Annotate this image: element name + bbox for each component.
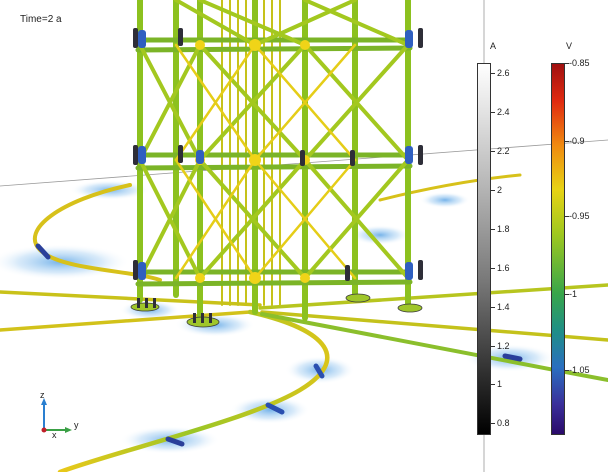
colorbar-tick-label: -1.05 (569, 365, 590, 375)
colorbar-tick-label: 1.8 (497, 224, 510, 234)
colorbar-tick-label: 1.6 (497, 263, 510, 273)
colorbar-tickmark (491, 151, 495, 152)
axis-y-label: y (74, 420, 79, 430)
cables (0, 173, 608, 472)
axis-z-label: z (40, 390, 45, 400)
colorbar-tickmark (491, 384, 495, 385)
colorbar-tickmark (565, 63, 569, 64)
colorbar-tickmark (565, 141, 569, 142)
colorbar-tick-label: 1 (497, 379, 503, 389)
legend-v-title: V (566, 41, 573, 51)
colorbar-tickmark (565, 370, 569, 371)
colorbar-tickmark (491, 73, 495, 74)
colorbar-tickmark (491, 423, 495, 424)
colorbar-tick-label: -0.85 (569, 58, 590, 68)
colorbar-tick-label: -0.9 (569, 136, 585, 146)
colorbar-tickmark (565, 294, 569, 295)
time-label: Time=2 a (20, 14, 62, 25)
colorbar-tick-label: 1.4 (497, 302, 510, 312)
colorbar-tick-label: 2 (497, 185, 503, 195)
colorbar-tick-label: 2.4 (497, 107, 510, 117)
legend-a-title: A (490, 41, 497, 51)
colorbar-tick-label: 2.6 (497, 68, 510, 78)
axis-x-label: x (52, 430, 57, 440)
colorbar-v (551, 63, 565, 435)
colorbar-tickmark (491, 190, 495, 191)
colorbar-tickmark (491, 112, 495, 113)
colorbar-tickmark (491, 229, 495, 230)
axis-triad: z x y (40, 390, 79, 440)
colorbar-tick-label: -0.95 (569, 211, 590, 221)
colorbar-tickmark (491, 268, 495, 269)
colorbar-tick-label: 1.2 (497, 341, 510, 351)
tower-structure (130, 0, 423, 328)
colorbar-tick-label: 0.8 (497, 418, 510, 428)
colorbar-tickmark (491, 307, 495, 308)
colorbar-a (477, 63, 491, 435)
colorbar-tickmark (565, 216, 569, 217)
colorbar-tickmark (491, 346, 495, 347)
colorbar-tick-label: 2.2 (497, 146, 510, 156)
colorbar-tick-label: -1 (569, 289, 578, 299)
